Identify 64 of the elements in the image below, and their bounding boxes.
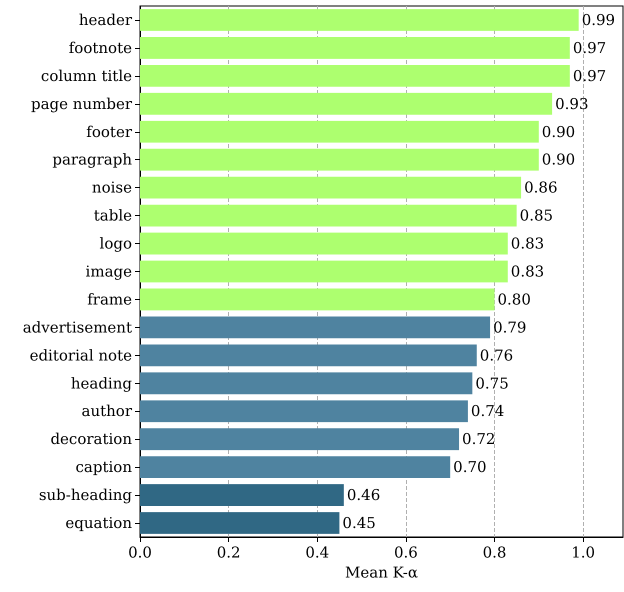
bar <box>140 9 579 31</box>
data-label: 0.97 <box>572 66 606 85</box>
bar <box>140 37 570 59</box>
data-label: 0.83 <box>510 262 544 280</box>
y-tick-label: equation <box>65 514 132 532</box>
bar <box>140 316 490 338</box>
bar <box>140 400 468 422</box>
bar <box>140 232 508 254</box>
y-tick-label: header <box>78 10 133 29</box>
x-axis-title: Mean K-α <box>345 563 418 582</box>
data-label: 0.86 <box>524 178 558 197</box>
x-tick-label: 0.2 <box>216 544 241 562</box>
bar <box>140 120 539 143</box>
bar <box>140 344 477 366</box>
data-label: 0.70 <box>453 458 487 476</box>
y-tick-label: noise <box>92 178 132 197</box>
y-tick-label: column title <box>40 66 132 85</box>
y-tick-label: footer <box>86 122 133 141</box>
y-tick-label: image <box>86 262 132 280</box>
y-tick-label: caption <box>76 458 132 476</box>
bar <box>140 148 539 171</box>
y-tick-label: decoration <box>50 430 132 448</box>
y-tick-label: editorial note <box>30 346 132 364</box>
data-label: 0.46 <box>346 486 380 504</box>
x-tick-label: 0.6 <box>394 544 418 562</box>
y-tick-label: footnote <box>68 38 132 57</box>
y-tick-label: table <box>94 206 132 225</box>
x-tick-label: 0.8 <box>482 544 506 562</box>
bar <box>140 456 450 478</box>
y-tick-label: sub-heading <box>38 486 132 504</box>
data-label: 0.90 <box>542 122 576 141</box>
bar <box>140 512 340 534</box>
y-tick-label: frame <box>87 290 132 308</box>
x-tick-label: 1.0 <box>571 544 596 562</box>
y-tick-label: author <box>82 402 133 420</box>
y-tick-label: logo <box>100 234 132 253</box>
data-label: 0.75 <box>475 374 509 392</box>
data-label: 0.83 <box>510 234 544 253</box>
y-tick-label: heading <box>70 374 132 392</box>
data-label: 0.72 <box>462 430 496 448</box>
bar <box>140 204 517 227</box>
data-label: 0.93 <box>555 94 589 113</box>
data-label: 0.99 <box>582 10 616 29</box>
x-tick-label: 0.0 <box>128 544 152 562</box>
bar <box>140 484 344 506</box>
data-label: 0.79 <box>493 318 526 336</box>
bar <box>140 176 522 199</box>
data-label: 0.85 <box>520 206 554 225</box>
bar <box>140 288 494 310</box>
data-label: 0.90 <box>542 150 576 169</box>
bar <box>140 372 472 394</box>
bar <box>140 428 460 450</box>
y-tick-label: advertisement <box>22 318 132 336</box>
bar <box>140 92 552 115</box>
y-tick-label: page number <box>31 94 133 113</box>
data-label: 0.74 <box>470 402 504 420</box>
data-label: 0.45 <box>342 514 376 532</box>
bar <box>140 260 508 282</box>
data-label: 0.97 <box>572 38 606 57</box>
data-label: 0.76 <box>480 346 514 364</box>
bar <box>140 64 570 87</box>
y-tick-label: paragraph <box>52 150 132 169</box>
x-tick-label: 0.4 <box>305 544 330 562</box>
data-label: 0.80 <box>497 290 531 308</box>
